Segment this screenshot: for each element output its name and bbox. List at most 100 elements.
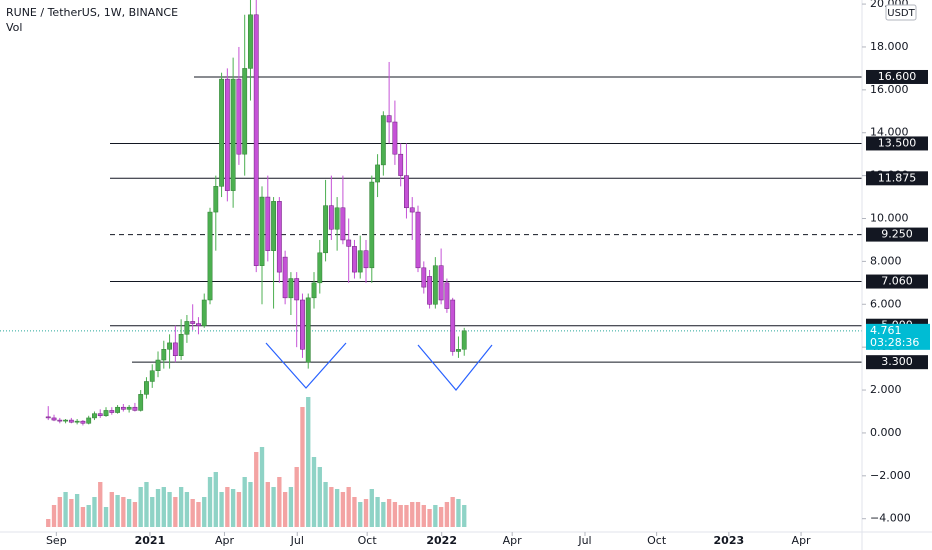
x-tick-label: Jul <box>577 534 591 547</box>
candle-body <box>144 381 149 395</box>
volume-bar <box>213 472 218 527</box>
last-price-label: 4.761 <box>870 324 902 337</box>
candle-body <box>392 121 398 155</box>
candle-body <box>201 299 207 326</box>
last-price-box <box>866 323 930 350</box>
level-label-box <box>866 136 928 151</box>
volume-bar <box>282 492 288 527</box>
candle-body <box>375 164 380 183</box>
level-label: 9.250 <box>881 228 913 241</box>
volume-bar <box>219 492 224 527</box>
volume-bar <box>161 487 166 527</box>
candle-body <box>294 278 300 301</box>
axes: 20.00018.00016.00014.00012.00010.0008.00… <box>46 0 930 547</box>
candle-body <box>438 265 444 301</box>
volume-bar <box>421 505 426 527</box>
volume-bar <box>202 497 207 527</box>
volume-bar <box>392 502 398 527</box>
volume-bar <box>369 489 374 527</box>
candle-body <box>109 410 115 413</box>
volume-bar <box>456 499 461 527</box>
candle-body <box>230 78 236 191</box>
candle-body <box>45 416 51 419</box>
y-tick-label: 0.000 <box>870 426 902 439</box>
candle-body <box>149 370 155 382</box>
volume-bar <box>311 457 317 527</box>
volume-bar <box>410 502 415 527</box>
volume-bar <box>438 507 444 527</box>
volume-bar <box>230 489 236 527</box>
y-tick-label: −4.000 <box>870 512 911 525</box>
candle-body <box>167 342 172 350</box>
x-tick-label: 2021 <box>135 534 166 547</box>
candle-body <box>288 278 294 299</box>
candle-body <box>242 68 248 155</box>
candle-body <box>207 211 213 301</box>
volume-bar <box>150 497 155 527</box>
x-tick-label: Apr <box>215 534 235 547</box>
volume-bar <box>415 502 421 527</box>
volume-bar <box>74 494 80 527</box>
candle-body <box>363 250 369 269</box>
volume-bar <box>109 492 114 527</box>
candle-body <box>184 321 190 335</box>
candle-body <box>346 239 352 247</box>
candle-body <box>265 196 271 251</box>
candle-body <box>380 115 386 166</box>
candle-body <box>276 201 282 273</box>
candle-body <box>236 78 242 155</box>
candle-body <box>386 115 392 123</box>
x-tick-label: Apr <box>503 534 523 547</box>
volume-bar <box>132 502 138 527</box>
candle-body <box>450 299 456 352</box>
level-label: 7.060 <box>881 275 913 288</box>
candle-body <box>120 406 126 410</box>
pattern-v <box>417 344 493 391</box>
volume-bar <box>334 489 340 527</box>
candle-body <box>357 250 363 273</box>
candle-body <box>178 334 184 356</box>
volume-bar <box>329 487 334 527</box>
candle-body <box>282 256 288 299</box>
volume-bar <box>363 499 369 527</box>
y-tick-label: 14.000 <box>870 126 909 139</box>
volume-bar <box>444 502 450 527</box>
volume-bar <box>277 477 282 527</box>
volume-bar <box>259 447 265 527</box>
volume-bar <box>46 519 51 527</box>
level-label: 11.875 <box>878 171 917 184</box>
volume-bar <box>190 499 195 527</box>
candle-body <box>68 419 74 423</box>
candle-body <box>115 406 120 413</box>
volume-bar <box>352 497 357 527</box>
candle-body <box>51 417 57 421</box>
candle-body <box>155 359 161 371</box>
candle-body <box>415 211 421 269</box>
level-label-box <box>866 355 928 370</box>
volume-bar <box>103 507 109 527</box>
chart-title: RUNE / TetherUS, 1W, BINANCE <box>6 6 178 19</box>
candle-body <box>421 267 427 288</box>
volume-bar <box>317 467 322 527</box>
volume-bar <box>288 487 294 527</box>
y-tick-label: 16.000 <box>870 83 909 96</box>
volume-bar <box>155 489 161 527</box>
volume-bar <box>121 497 126 527</box>
volume-bar <box>225 487 230 527</box>
candle-body <box>86 417 92 424</box>
volume-bar <box>173 497 178 527</box>
currency-box[interactable] <box>885 4 917 21</box>
y-tick-label: −2.000 <box>870 469 911 482</box>
x-tick-label: Oct <box>358 534 378 547</box>
candle-body <box>172 342 178 356</box>
candle-body <box>300 299 305 350</box>
candle-body <box>196 323 201 326</box>
volume-bar <box>115 495 120 527</box>
candle-body <box>340 207 346 241</box>
volume-bar <box>433 505 438 527</box>
level-label-box <box>866 171 928 186</box>
volume-bar <box>346 487 351 527</box>
plot-area <box>0 0 862 527</box>
